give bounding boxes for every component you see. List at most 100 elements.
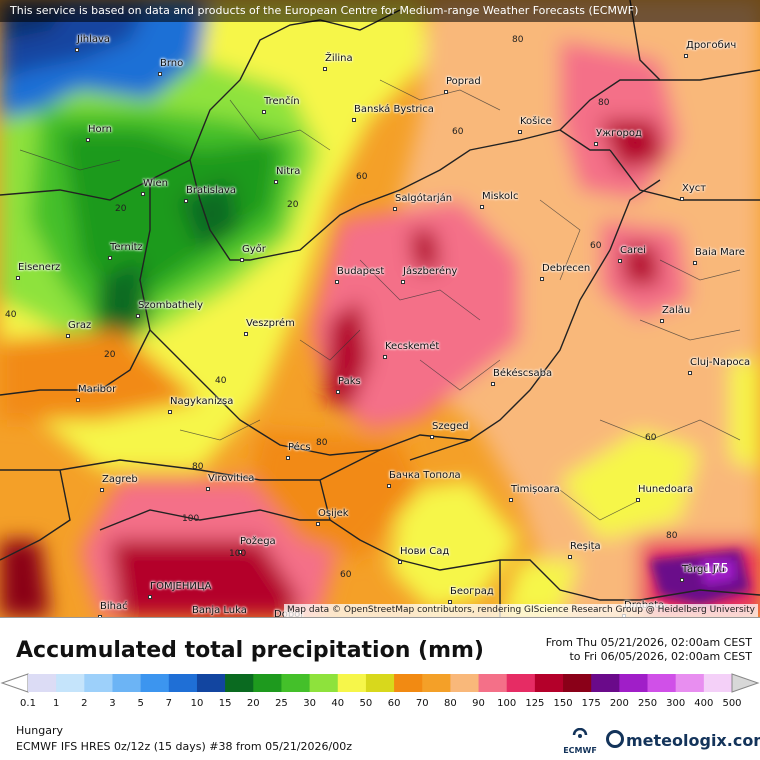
city-marker — [398, 560, 402, 564]
city-marker — [444, 90, 448, 94]
isoline-value: 60 — [452, 127, 464, 137]
city-marker — [286, 456, 290, 460]
legend-label: 50 — [359, 698, 373, 709]
meteologix-icon — [606, 730, 624, 748]
legend-label: 400 — [694, 698, 714, 709]
city-marker — [244, 332, 248, 336]
legend-swatch — [28, 674, 57, 692]
meteologix-logo[interactable]: meteologix.com — [606, 730, 760, 750]
legend-label: 10 — [190, 698, 204, 709]
legend-label: 20 — [246, 698, 260, 709]
legend-bar — [0, 673, 760, 693]
isoline-value: 80 — [192, 462, 204, 472]
precipitation-map[interactable]: This service is based on data and produc… — [0, 0, 760, 618]
isoline-value: 40 — [5, 310, 17, 320]
city-label: Hunedoara — [638, 484, 694, 495]
color-legend — [0, 670, 760, 710]
legend-swatch — [450, 674, 480, 692]
city-label: Târgu Jiu — [682, 564, 725, 575]
legend-label: 60 — [387, 698, 401, 709]
city-label: Žilina — [325, 53, 353, 64]
isoline-value: 100 — [229, 549, 247, 559]
city-label: Baia Mare — [695, 247, 745, 258]
city-label: Maribor — [78, 384, 117, 395]
isoline-value: 100 — [182, 514, 200, 524]
legend-swatch — [84, 674, 113, 692]
model-info: ECMWF IFS HRES 0z/12z (15 days) #38 from… — [16, 740, 352, 753]
legend-label: 300 — [666, 698, 686, 709]
legend-label: 15 — [218, 698, 232, 709]
city-label: Reșița — [570, 541, 601, 552]
city-marker — [100, 488, 104, 492]
legend-label: 1 — [52, 698, 60, 709]
city-marker — [660, 319, 664, 323]
legend-swatch — [225, 674, 254, 692]
city-marker — [680, 197, 684, 201]
legend-left-arrow — [0, 673, 29, 693]
city-label: Brno — [160, 58, 184, 69]
isoline-value: 175 — [704, 562, 729, 577]
city-label: Požega — [240, 536, 276, 547]
city-marker — [509, 498, 513, 502]
legend-label: 30 — [303, 698, 316, 709]
legend-swatch — [168, 674, 198, 692]
city-label: Bihać — [100, 601, 128, 612]
city-marker — [594, 142, 598, 146]
city-marker — [393, 207, 397, 211]
city-label: Salgótarján — [395, 193, 453, 204]
legend-right-arrow — [731, 673, 760, 693]
legend-swatch — [619, 674, 649, 692]
city-marker — [688, 371, 692, 375]
ecmwf-logo: ECMWF — [560, 727, 600, 755]
legend-swatch — [675, 674, 705, 692]
ecmwf-notice: This service is based on data and produc… — [0, 0, 760, 22]
legend-swatch — [478, 674, 508, 692]
city-marker — [16, 276, 20, 280]
legend-swatch — [703, 674, 733, 692]
city-marker — [206, 487, 210, 491]
country-borders — [0, 0, 760, 617]
city-label: Timișoara — [511, 484, 560, 495]
legend-label: 2 — [81, 698, 88, 709]
city-label: Kecskemét — [385, 341, 440, 352]
city-marker — [98, 615, 102, 617]
city-marker — [148, 595, 152, 599]
legend-swatch — [422, 674, 451, 692]
isoline-value: 80 — [598, 98, 610, 108]
legend-swatch — [196, 674, 226, 692]
legend-label: 80 — [444, 698, 457, 709]
city-label: Carei — [620, 245, 646, 256]
city-label: Győr — [242, 244, 266, 255]
city-label: Jászberény — [403, 266, 458, 277]
city-marker — [480, 205, 484, 209]
city-marker — [680, 578, 684, 582]
city-label: Budapest — [337, 266, 385, 277]
legend-label: 100 — [497, 698, 517, 709]
legend-label: 3 — [109, 698, 116, 709]
city-marker — [430, 435, 434, 439]
legend-swatch — [591, 674, 620, 692]
city-label: Trenčín — [264, 96, 300, 107]
legend-swatch — [563, 674, 592, 692]
city-label: Nitra — [276, 166, 301, 177]
isoline-value: 20 — [115, 204, 127, 214]
legend-swatch — [140, 674, 170, 692]
region-borders — [19, 79, 741, 521]
city-marker — [76, 398, 80, 402]
city-marker — [618, 259, 622, 263]
city-marker — [75, 48, 79, 52]
city-marker — [136, 314, 140, 318]
city-label: Cluj-Napoca — [690, 357, 751, 368]
city-marker — [684, 54, 688, 58]
meteologix-brand: meteologix.com — [626, 731, 760, 750]
city-label: Ternitz — [110, 242, 143, 253]
ecmwf-logo-icon — [572, 727, 588, 738]
city-marker — [693, 261, 697, 265]
legend-label: 7 — [165, 698, 172, 709]
legend-label: 500 — [722, 698, 742, 709]
map-attribution[interactable]: Map data © OpenStreetMap contributors, r… — [284, 604, 758, 617]
city-label: Szombathely — [138, 300, 204, 311]
city-label: Ужгород — [596, 128, 642, 139]
city-marker — [240, 258, 244, 262]
isoline-value: 20 — [104, 350, 116, 360]
